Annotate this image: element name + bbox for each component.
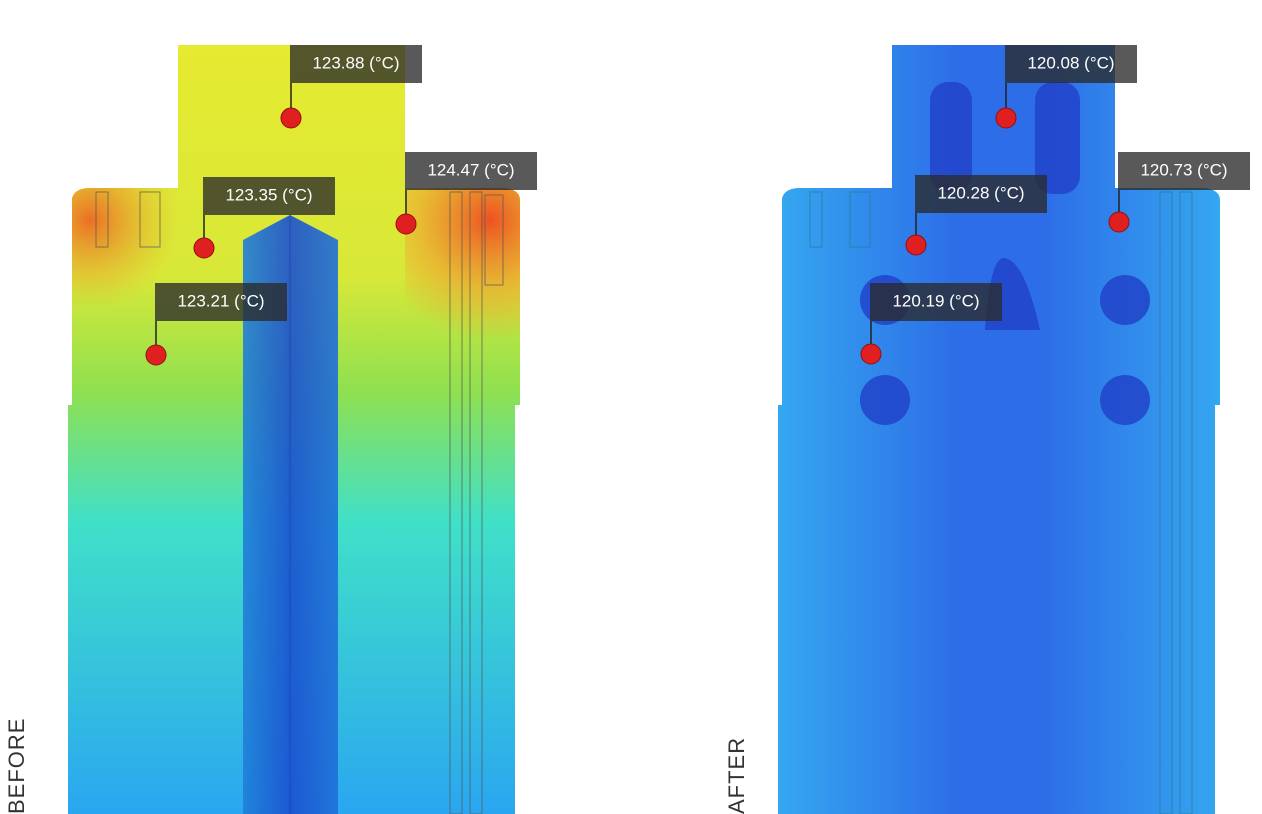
caption: AFTER bbox=[724, 737, 749, 814]
probe-label: 120.08 (°C) bbox=[1027, 53, 1114, 72]
probe-label: 124.47 (°C) bbox=[427, 160, 514, 179]
probe-label: 120.73 (°C) bbox=[1140, 160, 1227, 179]
probe-label: 120.19 (°C) bbox=[892, 291, 979, 310]
probe-dot bbox=[146, 345, 166, 365]
thermal-comparison: BEFORE AFTER 123.88 (°C) 124.47 (°C) 123.3… bbox=[0, 0, 1262, 814]
probe-label: 120.28 (°C) bbox=[937, 183, 1024, 202]
probe-dot bbox=[194, 238, 214, 258]
caption: BEFORE bbox=[4, 718, 29, 814]
probe-dot bbox=[861, 344, 881, 364]
probe-dot bbox=[906, 235, 926, 255]
probe-dot bbox=[396, 214, 416, 234]
probe-label: 123.88 (°C) bbox=[312, 53, 399, 72]
probe-dot bbox=[996, 108, 1016, 128]
probe-label: 123.35 (°C) bbox=[225, 185, 312, 204]
probe-dot bbox=[281, 108, 301, 128]
probe-label: 123.21 (°C) bbox=[177, 291, 264, 310]
probe-dot bbox=[1109, 212, 1129, 232]
